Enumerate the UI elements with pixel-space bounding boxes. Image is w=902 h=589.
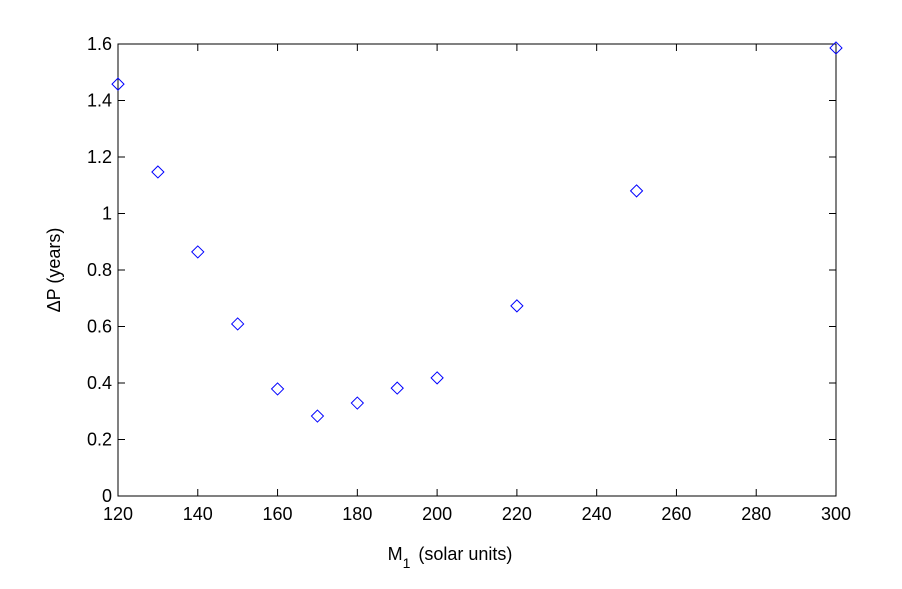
data-point: [310, 409, 325, 423]
y-axis-label: ΔP (years): [44, 228, 64, 313]
x-label-main: M: [388, 544, 403, 564]
y-tick-label: 1: [102, 204, 112, 224]
data-point: [829, 41, 843, 55]
x-tick-label: 160: [263, 504, 293, 524]
data-point: [390, 381, 404, 395]
plot-frame: [117, 43, 837, 497]
data-point: [270, 382, 285, 396]
data-point: [111, 77, 125, 91]
x-tick-label: 120: [103, 504, 133, 524]
x-tick-label: 140: [183, 504, 213, 524]
x-tick-label: 300: [821, 504, 851, 524]
data-point: [151, 165, 165, 179]
data-point: [510, 299, 524, 313]
y-tick-label: 1.6: [87, 34, 112, 54]
y-tick-label: 1.4: [87, 91, 112, 111]
y-tick-label: 0.4: [87, 373, 112, 393]
x-tick-label: 180: [342, 504, 372, 524]
data-point: [191, 245, 205, 259]
x-label-sub: 1: [403, 555, 411, 571]
y-tick-label: 0.6: [87, 317, 112, 337]
data-point: [230, 317, 245, 331]
x-label-rest: (solar units): [418, 544, 512, 564]
data-point: [430, 371, 444, 385]
y-tick-label: 0: [102, 486, 112, 506]
x-tick-label: 260: [661, 504, 691, 524]
x-axis-label: M1 (solar units): [388, 544, 513, 571]
x-tick-label: 280: [741, 504, 771, 524]
data-point: [350, 396, 365, 410]
data-point: [629, 184, 644, 198]
y-tick-label: 1.2: [87, 147, 112, 167]
y-tick-label: 0.2: [87, 430, 112, 450]
x-tick-label: 200: [422, 504, 452, 524]
y-tick-label: 0.8: [87, 260, 112, 280]
x-tick-label: 220: [502, 504, 532, 524]
x-tick-label: 240: [582, 504, 612, 524]
